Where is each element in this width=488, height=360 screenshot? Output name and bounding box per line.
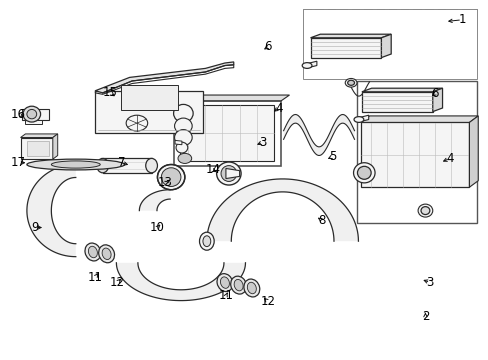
Text: 12: 12 (260, 295, 275, 308)
Ellipse shape (244, 279, 259, 297)
Polygon shape (95, 62, 233, 93)
Ellipse shape (216, 162, 241, 185)
Text: 12: 12 (110, 276, 124, 289)
Polygon shape (361, 92, 432, 112)
Text: 16: 16 (11, 108, 26, 121)
Ellipse shape (357, 166, 370, 179)
Ellipse shape (234, 279, 243, 291)
Text: 1: 1 (457, 13, 465, 26)
Ellipse shape (27, 109, 37, 119)
Polygon shape (175, 140, 182, 145)
Ellipse shape (85, 243, 101, 261)
Ellipse shape (199, 232, 214, 250)
Bar (121, 85, 177, 110)
Text: 2: 2 (421, 310, 428, 323)
Ellipse shape (174, 118, 192, 134)
Text: 10: 10 (150, 221, 164, 234)
Ellipse shape (173, 104, 193, 122)
Polygon shape (361, 88, 442, 92)
Ellipse shape (99, 245, 114, 263)
Ellipse shape (247, 282, 256, 294)
Text: 15: 15 (102, 86, 117, 99)
Polygon shape (95, 91, 203, 133)
Ellipse shape (176, 142, 187, 153)
Polygon shape (27, 165, 76, 257)
Bar (303, 9, 476, 79)
Text: 5: 5 (328, 150, 336, 163)
Ellipse shape (417, 204, 432, 217)
Ellipse shape (145, 158, 157, 173)
Text: 3: 3 (426, 276, 433, 289)
Ellipse shape (88, 246, 97, 258)
Ellipse shape (97, 158, 108, 173)
Ellipse shape (302, 63, 311, 68)
Text: 11: 11 (218, 289, 233, 302)
Polygon shape (206, 179, 358, 241)
Text: 4: 4 (445, 152, 453, 165)
Polygon shape (25, 120, 41, 124)
Polygon shape (310, 38, 381, 58)
Ellipse shape (27, 159, 124, 170)
Text: 7: 7 (117, 156, 125, 169)
Polygon shape (381, 34, 390, 58)
Polygon shape (359, 115, 368, 122)
Ellipse shape (126, 115, 147, 131)
Ellipse shape (23, 106, 41, 122)
Ellipse shape (217, 274, 232, 292)
Polygon shape (20, 138, 53, 159)
Polygon shape (116, 263, 245, 301)
Text: 8: 8 (317, 214, 325, 227)
Ellipse shape (230, 276, 246, 294)
Text: 17: 17 (11, 156, 26, 169)
Ellipse shape (420, 207, 429, 215)
Text: 6: 6 (430, 87, 438, 100)
Polygon shape (139, 190, 170, 211)
Ellipse shape (178, 153, 191, 163)
Polygon shape (173, 95, 289, 101)
Polygon shape (53, 134, 58, 159)
Ellipse shape (353, 163, 374, 183)
Ellipse shape (174, 130, 192, 145)
Text: 9: 9 (31, 221, 39, 234)
Ellipse shape (161, 168, 181, 186)
Ellipse shape (221, 166, 236, 181)
Ellipse shape (347, 80, 354, 85)
Text: 4: 4 (274, 102, 282, 114)
Ellipse shape (353, 117, 363, 122)
Polygon shape (225, 168, 239, 179)
Text: 3: 3 (259, 136, 266, 149)
Ellipse shape (220, 277, 229, 288)
Polygon shape (468, 116, 477, 187)
Polygon shape (360, 116, 477, 122)
Ellipse shape (345, 78, 356, 87)
Ellipse shape (51, 161, 100, 168)
Text: 14: 14 (205, 163, 220, 176)
Text: 11: 11 (88, 271, 102, 284)
Text: 13: 13 (158, 176, 172, 189)
Text: 6: 6 (264, 40, 271, 53)
Polygon shape (310, 34, 390, 38)
Polygon shape (102, 158, 151, 173)
Polygon shape (22, 109, 49, 120)
Polygon shape (432, 88, 442, 112)
Polygon shape (360, 122, 468, 187)
Ellipse shape (102, 248, 111, 260)
Ellipse shape (157, 165, 184, 190)
Polygon shape (180, 105, 273, 161)
Polygon shape (20, 134, 58, 138)
Bar (356, 81, 476, 223)
Bar (27, 141, 49, 156)
Polygon shape (307, 61, 316, 68)
Ellipse shape (203, 236, 210, 247)
